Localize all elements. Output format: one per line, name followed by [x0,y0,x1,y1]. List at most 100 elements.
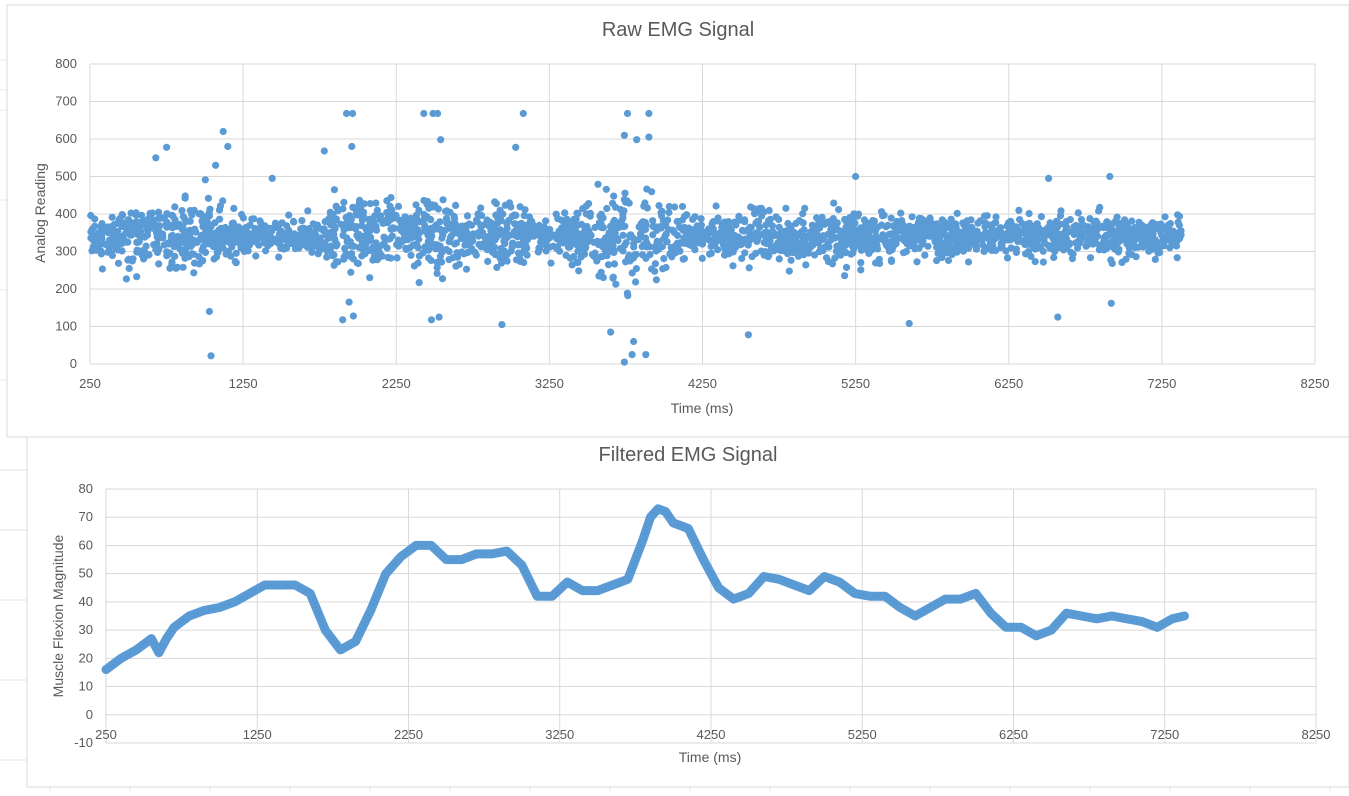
data-series[interactable] [101,504,1189,675]
data-point [976,217,984,225]
data-point [366,200,374,208]
data-point [913,258,921,266]
data-point [479,221,487,229]
data-point [349,203,357,211]
data-point [646,513,655,522]
data-point [865,592,874,601]
data-series[interactable] [87,109,1185,366]
data-point [89,243,97,251]
data-point [342,109,351,118]
data-point [426,216,435,224]
data-point [582,202,590,210]
data-point [820,220,829,228]
data-point [1108,259,1116,267]
data-point [438,275,447,283]
data-point [887,214,895,222]
data-point [134,238,142,246]
data-point [1095,246,1103,254]
data-point [567,229,575,237]
filtered-emg-chart[interactable]: -10 0 10 20 30 40 50 60 70 80 250 1250 2250 3250 4250 5… [26,436,1349,788]
data-point [1118,233,1126,241]
data-point [482,235,490,243]
data-point [201,176,209,184]
data-point [431,243,439,251]
data-point [1049,242,1058,250]
data-point [142,242,150,250]
data-point [684,524,693,533]
data-point [1161,213,1169,221]
data-point [614,236,622,245]
data-point [1168,238,1176,246]
data-point [1077,611,1086,621]
data-point [304,235,312,243]
data-point [745,233,753,241]
data-point [632,278,640,286]
data-point [1177,230,1185,238]
data-point [127,209,135,217]
data-point [1151,255,1159,263]
data-point [556,247,564,255]
data-point [427,316,436,324]
data-point [603,204,611,213]
data-point [299,239,307,247]
data-point [181,254,189,262]
data-point [428,232,436,240]
data-point [721,251,729,259]
data-point [1031,258,1039,266]
data-point [748,253,756,261]
chart-area[interactable] [26,436,1349,788]
data-point [799,210,807,218]
data-point [401,224,409,232]
data-point [1032,631,1041,640]
data-point [410,262,418,270]
data-point [724,225,732,233]
data-point [464,240,472,248]
data-point [108,251,116,260]
data-point [1180,611,1189,621]
data-point [1086,215,1094,223]
data-point [299,224,307,232]
data-point [366,274,374,282]
data-point [969,226,977,234]
data-point [179,263,187,271]
data-point [1093,219,1101,227]
data-point [510,220,519,228]
data-point [594,239,602,247]
data-point [1022,250,1030,258]
data-point [563,215,571,223]
data-point [572,215,580,223]
data-point [332,203,340,211]
data-point [98,220,106,228]
data-point [946,223,954,231]
data-point [889,232,897,240]
data-point [578,220,586,228]
data-point [1074,244,1082,252]
data-point [200,606,209,615]
data-point [348,250,356,258]
data-point [137,218,145,226]
y-tick-label: 40 [79,594,93,609]
data-point [721,245,729,253]
data-point [568,261,576,269]
data-point [836,241,844,249]
data-point [315,247,323,255]
data-point [1086,232,1094,240]
data-point [264,242,272,250]
data-point [1037,213,1045,221]
data-point [424,246,432,254]
data-point [639,226,647,235]
data-point [89,233,97,241]
data-point [595,272,603,280]
data-point [653,226,661,234]
data-point [1079,229,1087,237]
data-point [661,507,670,516]
data-point [917,234,925,242]
data-point [442,207,450,215]
data-point [871,227,880,235]
data-point [119,211,127,219]
data-point [171,216,179,224]
raw-emg-chart[interactable]: 0 100 200 300 400 500 600 700 800 250 1250 2250 3250… [6,4,1349,438]
data-point [884,221,892,229]
data-point [357,206,365,214]
data-point [1030,233,1038,241]
